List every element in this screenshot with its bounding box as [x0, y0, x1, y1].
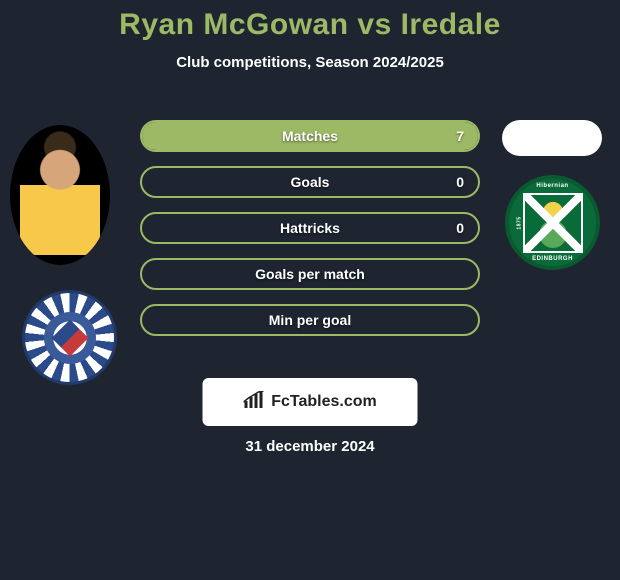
stat-value-right: 7	[456, 128, 464, 144]
stat-value-right: 0	[456, 174, 464, 190]
stat-label: Matches	[282, 128, 338, 144]
club-badge-right-inner	[523, 193, 583, 253]
stat-pills: Matches 7 Goals 0 Hattricks 0 Goals per …	[140, 120, 480, 350]
player-right-avatar	[502, 120, 602, 156]
stat-value-right: 0	[456, 220, 464, 236]
club-badge-left	[22, 290, 117, 385]
stat-row-hattricks: Hattricks 0	[140, 212, 480, 244]
stat-label: Goals per match	[255, 266, 365, 282]
watermark-box: FcTables.com	[203, 378, 418, 426]
page-title: Ryan McGowan vs Iredale	[0, 0, 620, 42]
watermark-text: FcTables.com	[271, 393, 377, 411]
stat-label: Min per goal	[269, 312, 351, 328]
stat-label: Goals	[291, 174, 330, 190]
stat-row-matches: Matches 7	[140, 120, 480, 152]
stat-row-min-per-goal: Min per goal	[140, 304, 480, 336]
season-subtitle: Club competitions, Season 2024/2025	[0, 54, 620, 71]
club-badge-right: Hibernian 1875 EDINBURGH	[505, 175, 600, 270]
player-left-avatar	[10, 125, 110, 265]
stat-row-goals-per-match: Goals per match	[140, 258, 480, 290]
stat-row-goals: Goals 0	[140, 166, 480, 198]
club-right-city: EDINBURGH	[532, 256, 573, 262]
date-text: 31 december 2024	[245, 438, 374, 455]
club-badge-left-inner	[44, 312, 96, 364]
comparison-card: Ryan McGowan vs Iredale Club competition…	[0, 0, 620, 580]
stat-label: Hattricks	[280, 220, 340, 236]
club-right-name: Hibernian	[536, 183, 568, 189]
bar-chart-icon	[243, 391, 265, 414]
